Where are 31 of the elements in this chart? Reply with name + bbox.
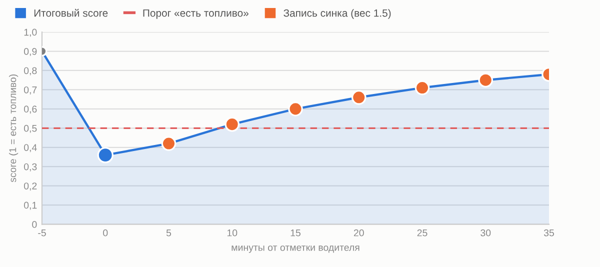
legend-label: Порог «есть топливо» [143,9,248,19]
y-tick-label: 0,7 [24,86,37,94]
x-axis-title: минуты от отметки водителя [232,246,360,253]
x-tick-label: 20 [354,229,364,236]
point [414,80,430,96]
x-tick-label: 5 [166,230,172,236]
legend-label: Запись синка (вес 1.5) [284,9,391,19]
x-tick-label: 0 [103,229,108,236]
point [161,136,176,151]
y-tick-label: 0,5 [24,124,37,133]
y-tick-label: 1,0 [24,28,37,37]
x-tick-label: 15 [290,230,300,236]
y-tick-label: 0,8 [24,67,37,76]
point [288,102,303,116]
y-tick-label: 0,3 [24,163,37,172]
y-axis-title: score (1 = есть топливо) [9,74,18,182]
y-tick-label: 0,9 [24,48,37,56]
x-tick-label: 25 [417,229,428,236]
y-tick-label: 0,1 [24,202,37,210]
x-tick-label: 10 [227,229,238,236]
x-tick-label: 30 [480,229,491,236]
point [478,72,494,88]
point [351,90,366,105]
x-tick-label: 35 [544,229,554,236]
y-tick-label: 0,2 [24,182,37,191]
point [224,116,240,132]
x-tick-label: -5 [38,230,46,236]
legend-label: Итоговый score [34,8,108,17]
y-tick-label: 0,6 [24,106,37,114]
y-tick-label: 0 [32,221,37,228]
y-tick-label: 0,4 [24,144,37,152]
